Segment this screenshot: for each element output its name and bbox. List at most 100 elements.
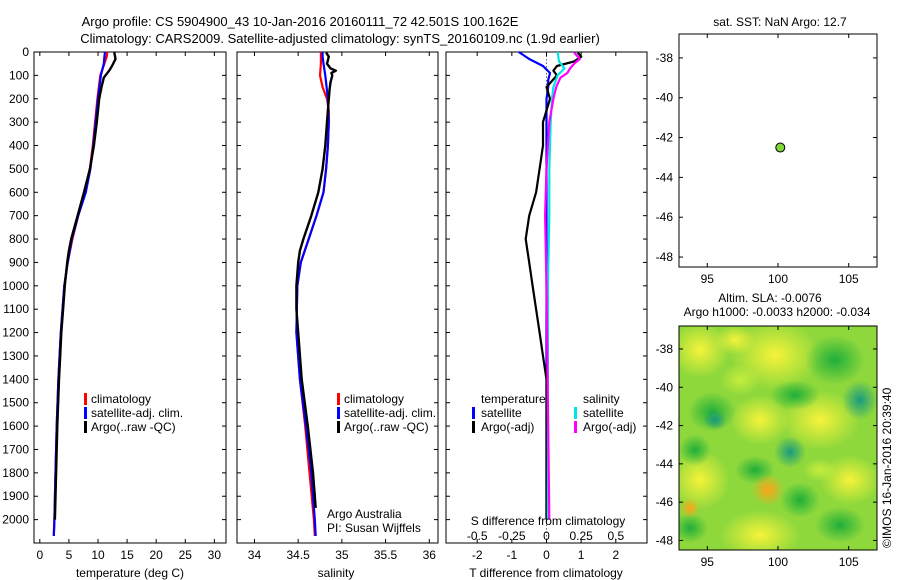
argo-location-marker (775, 142, 786, 153)
legend-label-satellite: satellite-adj. clim. (91, 406, 183, 420)
x-tick-label: 20 (150, 548, 164, 562)
x2-tick-label: 0 (543, 529, 550, 543)
map-y-tick-label: -42 (656, 131, 674, 145)
sla-heatmap (679, 326, 877, 550)
y-tick-label: 2000 (2, 513, 29, 527)
map-x-tick-label: 100 (768, 555, 788, 569)
x-tick-label: 2 (612, 548, 619, 562)
series-line-temperature-argo-adj- (524, 51, 583, 520)
map-x-tick-label: 100 (768, 272, 788, 286)
legend-label-climatology: climatology (91, 392, 151, 406)
legend-label-satellite: satellite-adj. clim. (344, 406, 436, 420)
legend-label-temp-satellite: satellite (481, 406, 522, 420)
credit-text: ©IMOS 16-Jan-2016 20:39:40 (880, 387, 894, 548)
x-tick-label: 35 (335, 548, 349, 562)
sla-title-line-2: Argo h1000: -0.0033 h2000: -0.034 (684, 305, 871, 319)
map-y-tick-label: -46 (656, 210, 674, 224)
map-y-tick-label: -38 (656, 342, 674, 356)
x2-tick-label: 0.25 (569, 529, 593, 543)
legend-swatch-satellite (337, 407, 340, 419)
y-tick-label: 1200 (2, 326, 29, 340)
series-line-salinity-argo-adj- (543, 51, 581, 520)
y-tick-label: 1100 (3, 302, 29, 316)
legend-label-argo: Argo(..raw -QC) (344, 420, 429, 434)
x2-tick-label: -0.25 (498, 529, 526, 543)
legend-swatch-sal-argo (574, 421, 577, 433)
x-tick-label: 0 (36, 548, 43, 562)
legend-swatch-climatology (84, 393, 87, 405)
annotation-argo-australia: Argo Australia (327, 507, 402, 521)
y-tick-label: 1500 (2, 396, 29, 410)
x-tick-label: 35.5 (374, 548, 398, 562)
map-x-tick-label: 95 (701, 272, 715, 286)
salinity-difference-xlabel: S difference from climatology (471, 514, 626, 528)
legend-swatch-temp-satellite (472, 407, 475, 419)
salinity-axes-frame (236, 51, 439, 544)
legend-label-sal-satellite: satellite (583, 406, 624, 420)
salinity-xlabel: salinity (318, 566, 355, 580)
legend-swatch-sal-satellite (574, 407, 577, 419)
annotation-pi: PI: Susan Wijffels (327, 521, 421, 535)
x-tick-label: 36 (423, 548, 437, 562)
y-tick-label: 600 (9, 185, 29, 199)
y-tick-label: 1000 (2, 279, 29, 293)
y-tick-label: 1800 (2, 466, 29, 480)
legend-heading-temperature: temperature (481, 392, 546, 406)
map-x-tick-label: 105 (839, 272, 859, 286)
y-tick-label: 0 (22, 45, 29, 59)
map-y-tick-label: -46 (656, 495, 674, 509)
y-tick-label: 800 (9, 232, 29, 246)
legend-swatch-temp-argo (472, 421, 475, 433)
legend-label-argo: Argo(..raw -QC) (91, 420, 176, 434)
x2-tick-label: 0.5 (607, 529, 624, 543)
y-tick-label: 1300 (2, 349, 29, 363)
series-line-argo-raw-qc- (295, 51, 337, 508)
temperature-axes-frame (33, 51, 227, 544)
x-tick-label: -1 (507, 548, 518, 562)
y-tick-label: 300 (9, 115, 29, 129)
temperature-panel: 0 5 10 15 20 25 30 0 100 200 300 400 500 600 700 800 90… (2, 45, 227, 580)
legend-label-climatology: climatology (344, 392, 404, 406)
salinity-panel: 34 34.5 35 35.5 36 climatology satellite-adj… (236, 51, 439, 580)
y-tick-label: 200 (9, 92, 29, 106)
title-line-2: Climatology: CARS2009. Satellite-adjuste… (80, 31, 600, 46)
map-y-tick-label: -48 (656, 250, 674, 264)
y-tick-label: 1900 (2, 489, 29, 503)
x-tick-label: 25 (179, 548, 193, 562)
location-map-title: sat. SST: NaN Argo: 12.7 (713, 15, 847, 29)
title-line-1: Argo profile: CS 5904900_43 10-Jan-2016 … (82, 14, 519, 29)
legend-swatch-climatology (337, 393, 340, 405)
location-map-panel: sat. SST: NaN Argo: 12.7 95 100 105 -38 -40 -… (656, 15, 878, 286)
series-line-satellite-adj-clim- (295, 52, 330, 537)
legend-swatch-argo (337, 421, 340, 433)
legend-swatch-argo (84, 421, 87, 433)
difference-legend: temperature salinity satellite Argo(-adj… (472, 392, 636, 434)
map-y-tick-label: -40 (656, 380, 674, 394)
map-y-tick-label: -40 (656, 91, 674, 105)
map-x-tick-label: 95 (701, 555, 715, 569)
legend-label-sal-argo: Argo(-adj) (583, 420, 636, 434)
x-tick-label: 34 (248, 548, 262, 562)
temperature-xlabel: temperature (deg C) (76, 566, 184, 580)
x-tick-label: 1 (578, 548, 585, 562)
difference-panel: -2 -1 0 1 2 temperature salinity satellite A… (445, 51, 648, 580)
legend-swatch-satellite (84, 407, 87, 419)
temperature-legend: climatology satellite-adj. clim. Argo(..… (84, 392, 183, 434)
sla-title-line-1: Altim. SLA: -0.0076 (718, 291, 822, 305)
x-tick-label: 30 (208, 548, 222, 562)
x-tick-label: -2 (472, 548, 483, 562)
map-y-tick-label: -48 (656, 533, 674, 547)
sla-map-panel: Altim. SLA: -0.0076 Argo h1000: -0.0033 … (656, 291, 878, 569)
map-y-tick-label: -42 (656, 419, 674, 433)
x-tick-label: 34.5 (286, 548, 310, 562)
x-tick-label: 5 (66, 548, 73, 562)
x-tick-label: 0 (543, 548, 550, 562)
y-tick-label: 400 (9, 139, 29, 153)
series-line-argo-raw-qc- (53, 52, 117, 520)
y-tick-label: 100 (9, 68, 29, 82)
map-y-tick-label: -44 (656, 457, 674, 471)
salinity-legend: climatology satellite-adj. clim. Argo(..… (337, 392, 436, 434)
legend-heading-salinity: salinity (583, 392, 620, 406)
y-tick-label: 1700 (2, 442, 29, 456)
